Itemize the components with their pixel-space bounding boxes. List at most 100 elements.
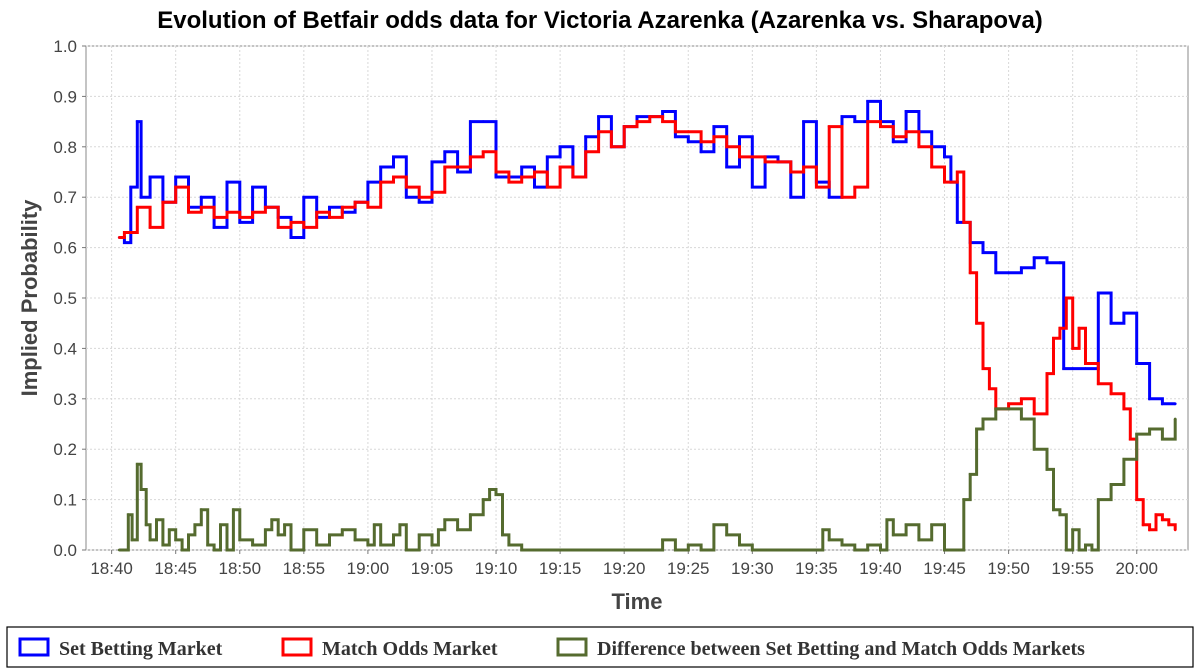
data-point bbox=[802, 120, 805, 123]
data-point bbox=[1141, 523, 1145, 527]
data-point bbox=[533, 548, 536, 552]
x-tick-label: 18:45 bbox=[154, 559, 197, 578]
data-point bbox=[1135, 498, 1139, 501]
data-point bbox=[725, 145, 729, 149]
x-tick-label: 19:15 bbox=[539, 559, 582, 578]
data-point bbox=[853, 548, 857, 552]
data-point bbox=[1032, 447, 1036, 451]
data-point bbox=[417, 533, 421, 537]
data-point bbox=[712, 523, 716, 527]
data-point bbox=[904, 523, 908, 527]
legend-swatch-difference bbox=[556, 637, 588, 657]
data-point bbox=[622, 548, 626, 552]
data-point bbox=[398, 523, 402, 527]
legend-label-match-odds: Match Odds Market bbox=[322, 638, 498, 660]
y-tick-label: 1.0 bbox=[53, 37, 77, 56]
data-point bbox=[353, 200, 357, 204]
data-point bbox=[155, 518, 158, 522]
data-point bbox=[712, 135, 716, 139]
data-point bbox=[699, 150, 703, 154]
data-point bbox=[635, 120, 639, 123]
x-tick-label: 19:35 bbox=[795, 559, 838, 578]
x-tick-label: 19:20 bbox=[603, 559, 646, 578]
data-point bbox=[1020, 417, 1023, 421]
data-point bbox=[533, 170, 536, 174]
y-tick-label: 0.3 bbox=[53, 390, 77, 409]
data-point bbox=[558, 145, 562, 149]
data-point bbox=[686, 543, 690, 547]
data-point bbox=[238, 216, 242, 219]
data-point bbox=[597, 130, 600, 134]
data-point bbox=[1148, 427, 1151, 431]
data-point bbox=[1071, 347, 1075, 350]
data-point bbox=[404, 185, 408, 189]
data-point bbox=[981, 251, 985, 255]
data-point bbox=[232, 508, 235, 512]
data-point bbox=[117, 236, 121, 239]
data-point bbox=[1148, 528, 1151, 532]
data-point bbox=[1084, 367, 1087, 370]
data-point bbox=[962, 221, 966, 224]
data-point bbox=[853, 120, 857, 123]
data-point bbox=[276, 226, 280, 229]
data-point bbox=[340, 528, 344, 532]
data-point bbox=[238, 538, 242, 542]
y-axis-label: Implied Probability bbox=[17, 199, 42, 397]
data-point bbox=[1154, 513, 1158, 517]
data-point bbox=[1084, 362, 1087, 365]
data-point bbox=[469, 120, 472, 123]
data-point bbox=[558, 165, 562, 169]
data-point bbox=[443, 518, 447, 522]
data-point bbox=[366, 205, 370, 209]
data-point bbox=[481, 150, 485, 154]
data-point bbox=[1064, 296, 1068, 300]
data-point bbox=[930, 165, 934, 169]
x-tick-label: 19:55 bbox=[1051, 559, 1094, 578]
data-point bbox=[1135, 432, 1139, 436]
data-point bbox=[725, 165, 729, 169]
data-point bbox=[148, 538, 152, 542]
data-point bbox=[674, 548, 677, 552]
data-point bbox=[430, 160, 434, 164]
data-point bbox=[674, 130, 677, 134]
data-point bbox=[879, 548, 882, 552]
data-point bbox=[1062, 367, 1066, 370]
data-point bbox=[1045, 261, 1049, 265]
data-point bbox=[584, 135, 588, 139]
data-point bbox=[501, 533, 504, 537]
data-point bbox=[648, 115, 652, 118]
data-point bbox=[430, 543, 434, 547]
chart-title: Evolution of Betfair odds data for Victo… bbox=[157, 7, 1043, 34]
data-point bbox=[270, 518, 274, 522]
data-point bbox=[494, 175, 498, 179]
data-point bbox=[1077, 548, 1081, 552]
x-axis: 18:40 18:45 18:50 18:55 19:00 19:05 19:10 19:15… bbox=[90, 550, 1158, 578]
data-point bbox=[725, 533, 729, 537]
data-point bbox=[1007, 402, 1010, 406]
data-point bbox=[219, 523, 222, 527]
data-point bbox=[520, 175, 524, 179]
data-point bbox=[302, 195, 306, 199]
data-point bbox=[494, 493, 498, 496]
series-layer bbox=[117, 99, 1177, 552]
data-point bbox=[789, 548, 793, 552]
x-tick-label: 18:55 bbox=[283, 559, 326, 578]
x-tick-label: 18:50 bbox=[218, 559, 261, 578]
data-point bbox=[366, 543, 370, 547]
data-point bbox=[661, 538, 664, 542]
data-point bbox=[1077, 326, 1081, 330]
x-tick-label: 19:05 bbox=[411, 559, 454, 578]
data-point bbox=[340, 205, 344, 209]
data-point bbox=[199, 508, 203, 512]
data-point bbox=[144, 523, 148, 527]
data-point bbox=[584, 548, 588, 552]
data-point bbox=[148, 175, 152, 179]
data-point bbox=[238, 221, 242, 224]
x-tick-label: 20:00 bbox=[1115, 559, 1158, 578]
data-point bbox=[981, 367, 985, 370]
data-point bbox=[520, 165, 524, 169]
data-point bbox=[469, 155, 472, 159]
data-point bbox=[161, 543, 165, 547]
data-point bbox=[840, 195, 844, 199]
y-tick-label: 0.0 bbox=[53, 541, 77, 560]
